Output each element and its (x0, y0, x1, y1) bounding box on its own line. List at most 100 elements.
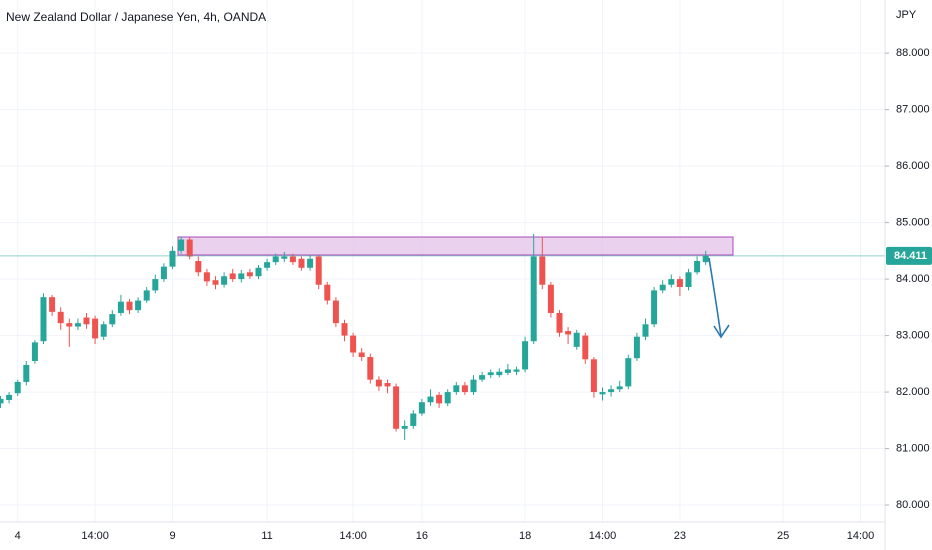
candle-body (668, 279, 675, 285)
candle-body (143, 290, 150, 301)
x-tick-label: 16 (416, 530, 428, 542)
candle-body (393, 386, 400, 429)
candle-body (453, 385, 460, 393)
arrow-head (713, 324, 730, 339)
resistance-zone (177, 236, 734, 256)
y-axis-label: JPY (896, 9, 917, 21)
candle-body (264, 262, 271, 268)
candle-body (504, 369, 511, 373)
x-tick-label: 11 (261, 530, 272, 542)
candle-body (221, 276, 228, 285)
candle-body (83, 317, 90, 325)
candle-body (341, 323, 348, 336)
x-tick-label: 14:00 (589, 530, 617, 542)
y-tick-label: 84.000 (896, 273, 930, 285)
candle-body (100, 324, 107, 337)
candle-body (444, 392, 451, 404)
last-price-label: 84.411 (894, 250, 927, 262)
y-tick-label: 88.000 (896, 47, 930, 59)
candle-body (281, 256, 288, 259)
y-tick-label: 83.000 (896, 329, 930, 341)
candle-body (436, 394, 443, 404)
x-tick-label: 18 (519, 530, 531, 542)
candle-body (272, 256, 279, 263)
candle-body (530, 256, 537, 342)
candle-body (66, 323, 73, 327)
candle-body (307, 258, 314, 268)
candle-body (203, 272, 210, 282)
x-tick-label: 14:00 (81, 530, 109, 542)
y-tick-label: 82.000 (896, 386, 930, 398)
candle-body (135, 300, 142, 311)
candle-body (573, 332, 580, 347)
candle-body (126, 301, 133, 311)
candle-body (14, 381, 21, 394)
candle-body (659, 284, 666, 291)
candle-body (418, 402, 425, 414)
candle-body (238, 273, 245, 280)
candle-body (315, 256, 322, 285)
candle-body (246, 272, 253, 277)
candle-body (410, 413, 417, 426)
candle-body (358, 352, 365, 358)
candle-body (31, 342, 38, 361)
candle-body (367, 357, 374, 380)
candle-body (479, 375, 486, 380)
x-tick-label: 9 (169, 530, 175, 542)
candle-body (556, 312, 563, 333)
candle-body (513, 369, 520, 372)
candle-body (685, 272, 692, 287)
x-tick-label: 25 (777, 530, 789, 542)
candle-body (23, 364, 30, 382)
candle-body (427, 396, 434, 403)
candle-body (298, 258, 305, 268)
candle-body (160, 266, 167, 280)
candle-body (461, 385, 468, 393)
candle-body (401, 425, 408, 429)
axes: 80.000 81.000 82.000 83.000 84.000 85.000 86.0… (15, 47, 932, 542)
candle-body (487, 372, 494, 376)
candle-body (255, 267, 262, 277)
y-tick-label: 86.000 (896, 160, 930, 172)
candle-body (74, 323, 81, 327)
candle-body (676, 279, 683, 287)
candle-body (582, 335, 589, 360)
y-tick-label: 87.000 (896, 104, 930, 116)
candle-body (384, 383, 391, 387)
candle-body (590, 359, 597, 393)
candle-body (152, 279, 159, 291)
candle-body (0, 398, 4, 404)
x-tick-label: 23 (674, 530, 686, 542)
candle-body (642, 324, 649, 337)
candle-body (229, 273, 236, 280)
candle-body (49, 297, 56, 312)
candle-body (109, 314, 116, 325)
candle-body (625, 358, 632, 387)
y-tick-label: 80.000 (896, 499, 930, 511)
candle-body (565, 331, 572, 335)
candle-body (496, 371, 503, 376)
candles (0, 233, 885, 441)
y-tick-label: 81.000 (896, 442, 930, 454)
candle-body (289, 256, 296, 263)
candle-body (57, 311, 64, 324)
candle-body (40, 297, 47, 342)
candle-body (324, 284, 331, 301)
last-price-box (886, 246, 932, 265)
candle-body (169, 250, 176, 267)
candle-body (651, 290, 658, 325)
candle-body (186, 239, 193, 257)
arrow (708, 257, 722, 337)
candle-body (212, 280, 219, 285)
candle-body (539, 256, 546, 285)
candle-body (633, 336, 640, 359)
candle-body (547, 284, 554, 313)
candle-body (6, 394, 13, 400)
x-tick-label: 14:00 (847, 530, 875, 542)
candle-body (608, 389, 615, 393)
chart-title: New Zealand Dollar / Japanese Yen, 4h, O… (6, 10, 266, 24)
candle-body (375, 379, 382, 387)
x-tick-label: 14:00 (339, 530, 367, 542)
